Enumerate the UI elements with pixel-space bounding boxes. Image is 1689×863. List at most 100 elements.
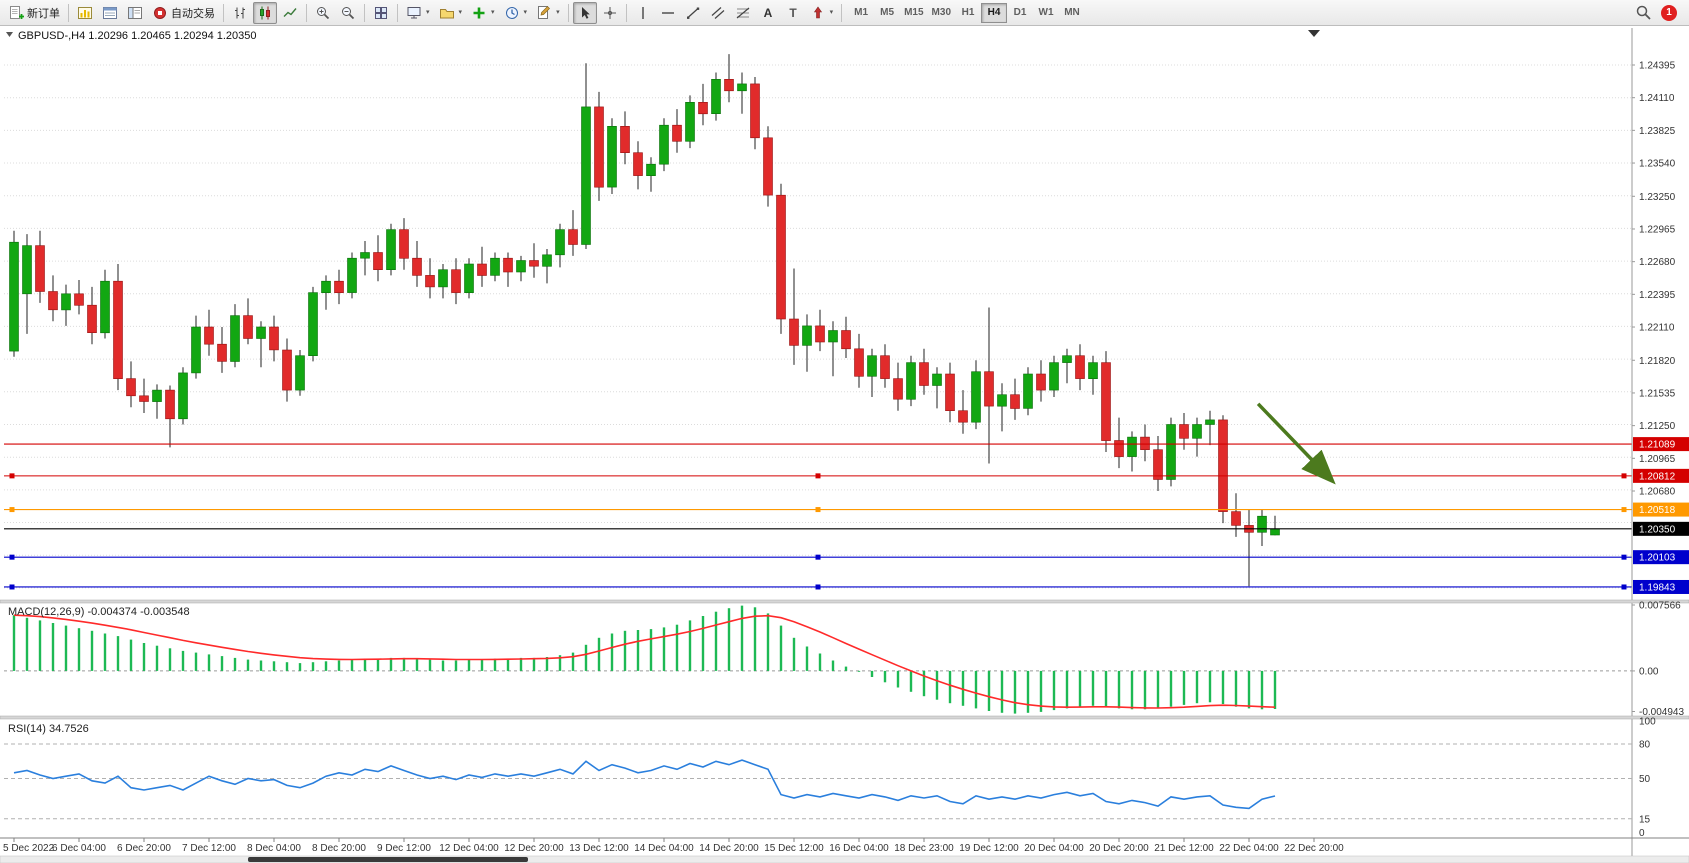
horizontal-line-button[interactable] — [656, 2, 680, 24]
zoom-out-icon — [342, 6, 355, 19]
candle — [1114, 417, 1124, 469]
candle — [126, 361, 136, 408]
timeframe-m1-button[interactable]: M1 — [854, 7, 869, 18]
candle — [334, 269, 344, 305]
candle — [659, 118, 669, 172]
timeframe-h4-button[interactable]: H4 — [981, 2, 1007, 23]
candle — [867, 348, 877, 397]
svg-text:1.19843: 1.19843 — [1639, 582, 1676, 593]
toolbar-separator — [567, 3, 569, 22]
fibonacci-button[interactable] — [731, 2, 755, 24]
trendline-button[interactable] — [681, 2, 705, 24]
arrows-button[interactable]: ▾ — [806, 2, 838, 24]
notifications-badge[interactable]: 1 — [1661, 4, 1677, 21]
equidistant-channel-button[interactable] — [706, 2, 730, 24]
hline-handle[interactable] — [1621, 473, 1627, 479]
chart-canvas[interactable] — [0, 26, 1632, 600]
search-icon[interactable] — [1635, 4, 1652, 21]
zoom-out-button[interactable] — [336, 2, 360, 24]
hline-handle[interactable] — [815, 473, 821, 479]
hline-handle[interactable] — [9, 507, 15, 513]
profiles-button[interactable]: ▾ — [435, 2, 467, 24]
candle — [1010, 378, 1020, 420]
new-chart-button[interactable]: ▾ — [402, 2, 434, 24]
cursor-button[interactable] — [572, 1, 597, 24]
candle — [568, 210, 578, 256]
macd-axis-label: 0.00 — [1639, 666, 1659, 677]
text-button[interactable]: A — [756, 2, 780, 24]
line-chart-button[interactable] — [278, 2, 302, 24]
dropdown-caret-icon: ▾ — [523, 9, 528, 16]
candle — [269, 315, 279, 362]
candlesticks-button[interactable] — [253, 1, 277, 24]
chart-hscrollbar-thumb[interactable] — [248, 857, 528, 862]
templates-button[interactable]: ▾ — [532, 2, 564, 24]
timeframe-h1-button[interactable]: H1 — [961, 7, 975, 18]
price-axis[interactable]: 1.24395 1.24110 1.23825 1.23540 1.23250 1.229… — [1631, 28, 1689, 856]
indicators-button[interactable]: ▾ — [467, 2, 499, 24]
price-tag — [1633, 521, 1689, 536]
panel-divider[interactable] — [0, 715, 1689, 720]
new-order-button[interactable]: 新订单 — [4, 2, 64, 24]
candle — [529, 243, 539, 278]
hline-handle[interactable] — [815, 507, 821, 513]
candle — [724, 54, 734, 103]
candle — [217, 327, 227, 373]
vertical-line-button[interactable] — [631, 2, 655, 24]
crosshair-button[interactable] — [598, 2, 622, 24]
hline-handle[interactable] — [1621, 584, 1627, 590]
timeframe-d1-button[interactable]: D1 — [1013, 7, 1027, 18]
price-tick-label: 1.22965 — [1639, 224, 1676, 235]
candle — [295, 350, 305, 396]
chart-shift-marker[interactable] — [1308, 30, 1320, 37]
time-label: 8 Dec 20:00 — [312, 843, 366, 854]
candle — [763, 126, 773, 207]
panel-divider[interactable] — [0, 599, 1689, 604]
hline-handle[interactable] — [9, 554, 15, 560]
rsi-axis-label: 80 — [1639, 740, 1651, 751]
price-tag — [1633, 579, 1689, 594]
equidistant-channel-icon — [711, 6, 724, 19]
hline-handle[interactable] — [9, 584, 15, 590]
hline-handle[interactable] — [815, 584, 821, 590]
time-label: 15 Dec 12:00 — [764, 843, 824, 854]
text-icon: A — [763, 6, 772, 20]
timeframe-m5-button[interactable]: M5 — [880, 7, 895, 18]
time-label: 22 Dec 20:00 — [1284, 843, 1344, 854]
candle — [321, 275, 331, 310]
hline-handle[interactable] — [9, 473, 15, 479]
candle — [1205, 410, 1215, 446]
timeframe-w1-button[interactable]: W1 — [1038, 7, 1054, 18]
candle — [1166, 417, 1176, 487]
ohlc-bars-button[interactable] — [228, 2, 252, 24]
periods-button[interactable]: ▾ — [500, 2, 532, 24]
text-label-button[interactable]: T — [781, 2, 805, 24]
timeframe-m30-button[interactable]: M30 — [931, 7, 951, 18]
price-tick-label: 1.23540 — [1639, 159, 1676, 170]
one-click-trading-toggle[interactable] — [6, 32, 13, 37]
time-label: 7 Dec 12:00 — [182, 843, 236, 854]
hline-handle[interactable] — [815, 554, 821, 560]
candle — [48, 275, 58, 322]
timeframe-mn-button[interactable]: MN — [1064, 7, 1080, 18]
tile-windows-button[interactable] — [369, 2, 393, 24]
autotrading-button[interactable]: 自动交易 — [148, 2, 219, 24]
data-window-button[interactable] — [98, 2, 122, 24]
svg-text:1.20518: 1.20518 — [1639, 505, 1676, 516]
candle — [347, 252, 357, 299]
timeframe-m15-button[interactable]: M15 — [904, 7, 924, 18]
candle — [646, 157, 656, 192]
chart-hscrollbar[interactable] — [0, 855, 1689, 863]
candlesticks-icon — [260, 6, 270, 19]
hline-handle[interactable] — [1621, 507, 1627, 513]
hline-handle[interactable] — [1621, 554, 1627, 560]
arrow-annotation[interactable] — [1256, 402, 1336, 485]
candle — [1192, 417, 1202, 457]
candle — [1075, 344, 1085, 391]
navigator-button[interactable] — [123, 2, 147, 24]
zoom-in-button[interactable] — [311, 2, 335, 24]
candle — [698, 83, 708, 126]
charts-button[interactable] — [73, 2, 97, 24]
rsi-axis-label: 50 — [1639, 774, 1651, 785]
